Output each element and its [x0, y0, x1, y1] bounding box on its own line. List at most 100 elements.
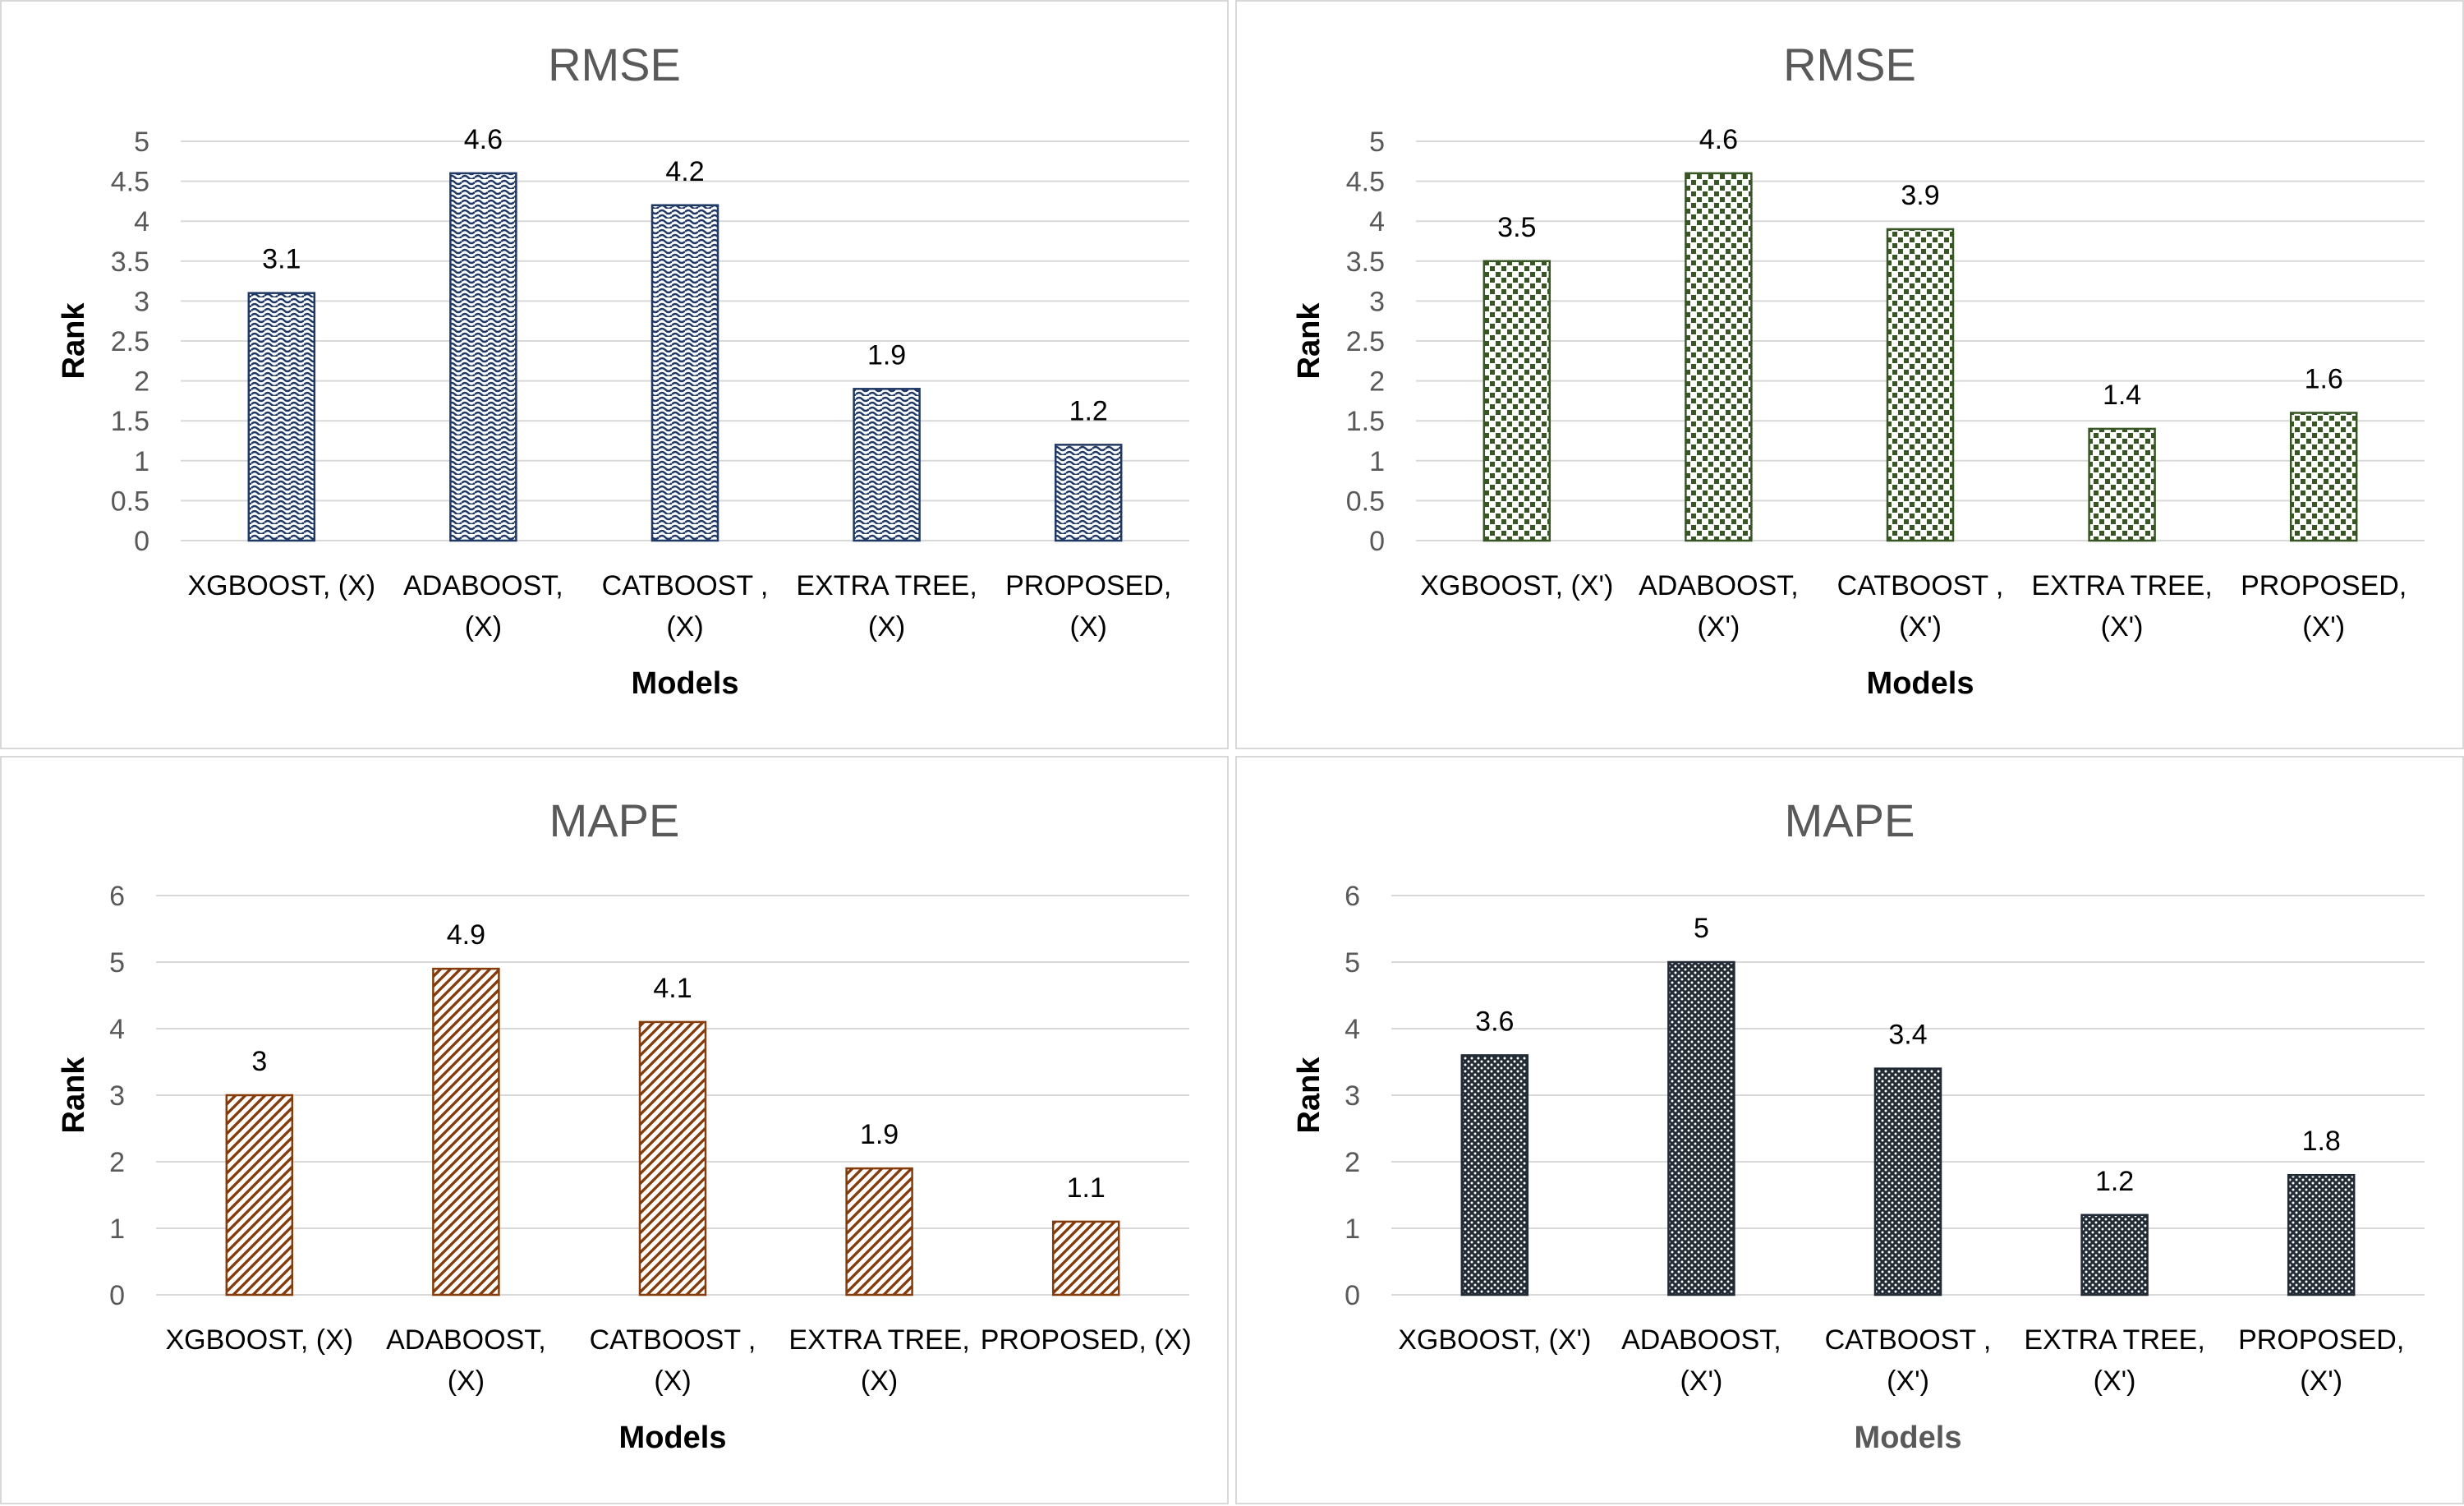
- y-tick-label: 4: [109, 1014, 125, 1045]
- y-tick-label: 4: [134, 206, 149, 237]
- y-tick-label: 1.5: [1346, 406, 1385, 437]
- category-label: PROPOSED, (X): [981, 1324, 1192, 1356]
- y-tick-label: 0.5: [111, 486, 149, 517]
- bar: [2287, 1173, 2356, 1296]
- data-label: 1.2: [1069, 395, 1108, 426]
- y-tick-label: 1.5: [111, 406, 149, 437]
- data-label: 1.1: [1067, 1172, 1106, 1204]
- data-label: 3.4: [1888, 1020, 1927, 1051]
- y-tick-label: 3: [134, 286, 149, 317]
- category-label: (X'): [2094, 1366, 2136, 1397]
- category-label: (X): [666, 611, 703, 642]
- y-tick-label: 4.5: [1346, 167, 1385, 198]
- bar: [1886, 228, 1955, 542]
- bar: [853, 388, 921, 542]
- category-label: (X'): [2101, 611, 2144, 642]
- data-label: 1.8: [2302, 1126, 2341, 1157]
- y-tick-label: 2.5: [1346, 326, 1385, 357]
- y-tick-label: 5: [1369, 127, 1385, 158]
- bar: [1054, 444, 1123, 542]
- y-tick-label: 4: [1345, 1014, 1360, 1045]
- chart-panel-rmse-x-prime: RMSE 0 0.5 1 1.5 2 2.5 3 3.5 4 4.5 5 3.5 XGBOOST, (X'…: [1235, 0, 2464, 749]
- y-tick-label: 5: [1345, 947, 1360, 979]
- bar: [638, 1020, 707, 1296]
- y-tick-label: 2: [109, 1147, 125, 1178]
- category-label: EXTRA TREE,: [2024, 1324, 2204, 1356]
- category-label: ADABOOST,: [403, 570, 563, 601]
- y-tick-label: 2: [134, 366, 149, 398]
- y-tick-label: 0: [1345, 1280, 1360, 1311]
- data-label: 3.9: [1901, 180, 1939, 211]
- category-label: ADABOOST,: [1639, 570, 1799, 601]
- chart-svg: RMSE 0 0.5 1 1.5 2 2.5 3 3.5 4 4.5 5 3.5 XGBOOST, (X'…: [1292, 39, 2425, 701]
- category-label: PROPOSED,: [2238, 1324, 2404, 1356]
- y-axis-label: Rank: [57, 302, 91, 380]
- y-tick-label: 0: [1369, 526, 1385, 557]
- y-tick-label: 5: [134, 127, 149, 158]
- y-tick-label: 3: [109, 1080, 125, 1112]
- category-label: (X'): [1899, 611, 1942, 642]
- y-tick-label: 2: [1369, 366, 1385, 398]
- category-label: XGBOOST, (X): [188, 570, 376, 601]
- y-tick-label: 0: [134, 526, 149, 557]
- category-label: CATBOOST ,: [1825, 1324, 1992, 1356]
- category-label: EXTRA TREE,: [2031, 570, 2212, 601]
- category-label: (X'): [1697, 611, 1740, 642]
- chart-panel-mape-x: MAPE 0 1 2 3 4 5 6 3 XGBOOST, (X) 4.9 ADABOOST, (X) 4…: [0, 756, 1229, 1504]
- chart-svg: MAPE 0 1 2 3 4 5 6 3 XGBOOST, (X) 4.9 ADABOOST, (X) 4…: [57, 794, 1192, 1455]
- data-label: 5: [1694, 913, 1709, 944]
- bar: [2088, 427, 2156, 542]
- bar: [247, 292, 316, 542]
- category-label: XGBOOST, (X'): [1420, 570, 1613, 601]
- y-tick-label: 0.5: [1346, 486, 1385, 517]
- y-tick-label: 6: [1345, 881, 1360, 912]
- y-tick-label: 2.5: [111, 326, 149, 357]
- y-tick-label: 1: [109, 1214, 125, 1245]
- bar: [1685, 172, 1753, 542]
- y-tick-label: 1: [1369, 446, 1385, 477]
- category-label: ADABOOST,: [386, 1324, 546, 1356]
- y-axis-label: Rank: [57, 1057, 91, 1134]
- bar: [432, 967, 500, 1296]
- data-label: 4.6: [1699, 124, 1738, 155]
- category-label: ADABOOST,: [1621, 1324, 1781, 1356]
- chart-svg: MAPE 0 1 2 3 4 5 6 3.6 XGBOOST, (X') 5 ADABOOST, (X'…: [1292, 794, 2425, 1455]
- data-label: 4.1: [653, 973, 692, 1004]
- chart-svg: RMSE 0 0.5 1 1.5 2 2.5 3 3.5 4 4.5 5 3.1 XGBOOST, (X)…: [57, 39, 1189, 701]
- y-tick-label: 1: [134, 446, 149, 477]
- bar: [225, 1094, 294, 1296]
- category-label: EXTRA TREE,: [788, 1324, 969, 1356]
- category-label: (X): [861, 1366, 898, 1397]
- bar: [2080, 1214, 2149, 1296]
- y-tick-label: 3.5: [1346, 246, 1385, 278]
- chart-title: RMSE: [548, 39, 681, 90]
- data-label: 4.2: [665, 156, 704, 187]
- chart-panel-rmse-x: RMSE 0 0.5 1 1.5 2 2.5 3 3.5 4 4.5 5 3.1 XGBOOST, (X)…: [0, 0, 1229, 749]
- category-label: CATBOOST ,: [602, 570, 769, 601]
- chart-title: MAPE: [1785, 794, 1915, 846]
- data-label: 3.6: [1475, 1006, 1514, 1037]
- category-label: XGBOOST, (X'): [1398, 1324, 1591, 1356]
- category-label: CATBOOST ,: [590, 1324, 756, 1356]
- chart-title: RMSE: [1783, 39, 1916, 90]
- x-axis-label: Models: [1867, 666, 1974, 701]
- data-label: 3.1: [262, 244, 301, 275]
- bar: [1051, 1220, 1120, 1296]
- bar: [1873, 1067, 1942, 1296]
- category-label: PROPOSED,: [1005, 570, 1171, 601]
- bar: [1667, 960, 1735, 1296]
- data-label: 1.6: [2305, 363, 2343, 394]
- chart-panel-mape-x-prime: MAPE 0 1 2 3 4 5 6 3.6 XGBOOST, (X') 5 ADABOOST, (X'…: [1235, 756, 2464, 1504]
- category-label: XGBOOST, (X): [166, 1324, 354, 1356]
- y-tick-label: 4: [1369, 206, 1385, 237]
- bar: [845, 1167, 913, 1296]
- category-label: (X): [448, 1366, 485, 1397]
- chart-title: MAPE: [549, 794, 680, 846]
- bar: [449, 172, 517, 542]
- y-tick-label: 2: [1345, 1147, 1360, 1178]
- category-label: EXTRA TREE,: [796, 570, 977, 601]
- bar: [1483, 260, 1551, 542]
- y-axis-label: Rank: [1292, 1057, 1326, 1134]
- category-label: (X'): [2300, 1366, 2342, 1397]
- y-tick-label: 6: [109, 881, 125, 912]
